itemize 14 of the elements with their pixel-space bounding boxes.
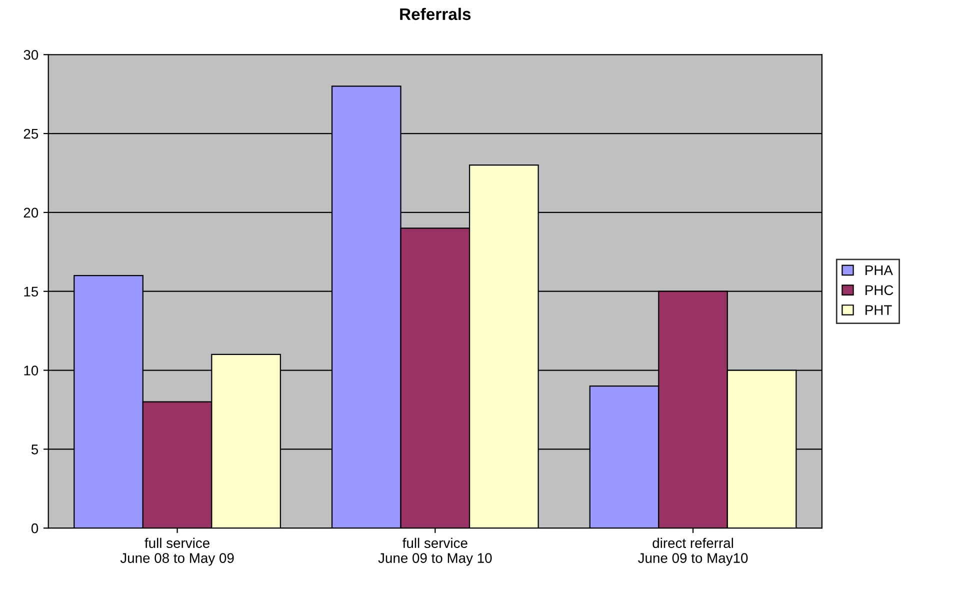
legend-label: PHT — [866, 305, 892, 315]
x-tick-label: direct referral June 09 to May10 — [638, 538, 748, 566]
x-tick-label: full service June 09 to May 10 — [378, 538, 492, 566]
x-tick-label: full service June 08 to May 09 — [120, 538, 234, 566]
y-tick-label: 30 — [24, 50, 38, 60]
chart-title: Referrals — [400, 8, 471, 20]
y-tick-label: 10 — [24, 366, 38, 376]
legend-label: PHA — [866, 266, 893, 276]
y-tick-label: 20 — [24, 208, 38, 218]
y-tick-label: 15 — [24, 286, 38, 297]
y-tick-label: 5 — [31, 444, 38, 454]
y-tick-label: 0 — [31, 523, 38, 534]
y-tick-label: 25 — [24, 128, 38, 139]
legend-label: PHC — [866, 285, 894, 296]
